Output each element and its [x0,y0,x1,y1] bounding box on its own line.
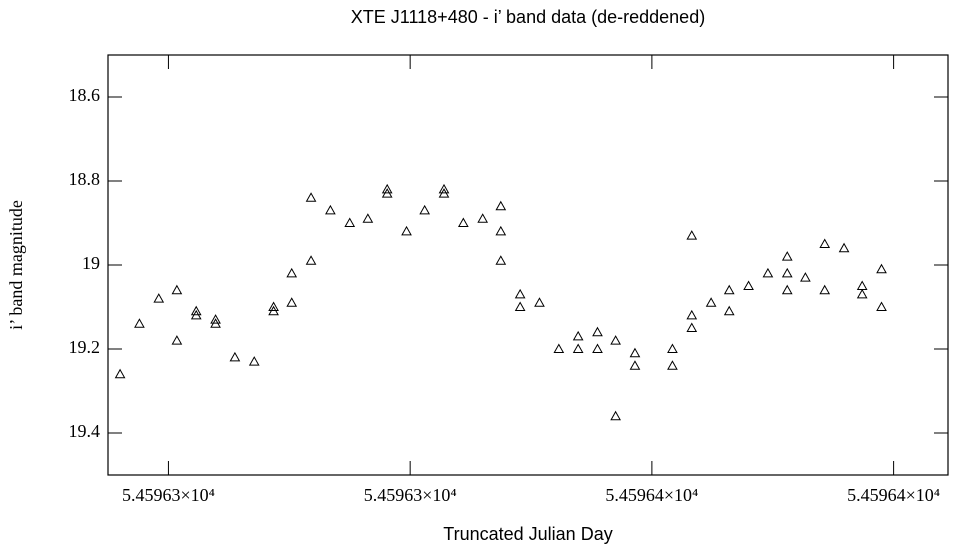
data-point [534,297,545,307]
data-point [572,343,584,353]
y-tick-label: 18.6 [69,85,101,105]
data-point [553,343,565,353]
data-point [800,272,811,282]
x-tick-label: 5.45964×10⁴ [847,485,940,505]
data-point [419,204,431,215]
data-point [229,351,241,362]
data-point [457,217,469,227]
data-point [401,225,412,236]
data-point [268,305,279,316]
data-point [305,192,317,202]
data-point [781,267,793,278]
data-point [856,280,868,290]
data-point [514,301,526,311]
data-point [876,301,887,311]
y-tick-label: 19.4 [69,421,101,441]
data-point [286,297,298,307]
data-point [153,293,165,303]
data-point [477,213,489,223]
data-point [819,284,831,295]
data-point [819,238,831,248]
data-point [438,183,450,194]
data-point [210,318,221,328]
data-point [495,200,507,211]
data-point [723,305,735,316]
data-point [344,217,356,227]
data-point [495,225,507,236]
data-point [190,305,202,316]
data-point [743,280,754,290]
data-point [876,263,887,274]
data-point [171,335,183,345]
data-point [362,213,374,223]
x-tick-label: 5.45963×10⁴ [364,485,457,505]
data-point [381,188,393,198]
data-point [762,267,774,278]
data-point [514,288,526,299]
data-point [705,297,717,307]
data-point [134,318,145,328]
data-point [667,360,678,370]
data-point [856,288,868,299]
data-point [629,360,641,370]
data-point [438,188,450,198]
data-point [610,335,621,345]
data-point [686,322,698,332]
x-axis-label: Truncated Julian Day [443,524,612,544]
data-point [495,255,507,265]
data-point [286,267,298,278]
data-point [572,330,584,341]
data-point [686,309,698,320]
y-axis-label: i’ band magnitude [6,200,26,330]
y-tick-label: 18.8 [69,169,101,189]
data-point [610,410,621,421]
data-point [667,343,678,353]
data-point [210,314,221,324]
data-point [190,309,202,320]
data-point [592,326,603,337]
data-point [781,284,793,295]
data-point [268,301,279,311]
data-point [781,251,793,261]
y-tick-label: 19 [82,253,100,273]
data-point [629,347,641,358]
data-point [592,343,603,353]
data-point [325,204,336,215]
data-point [248,356,260,366]
plot-frame [107,54,949,476]
data-point [114,368,126,379]
chart-title: XTE J1118+480 - i’ band data (de-reddene… [351,7,705,27]
data-point [381,183,393,194]
data-point [723,284,735,295]
data-point [305,255,317,265]
x-tick-label: 5.45963×10⁴ [122,485,215,505]
y-tick-label: 19.2 [69,337,101,357]
data-point [171,284,183,295]
data-point [686,230,698,240]
data-point [838,242,850,253]
x-tick-label: 5.45964×10⁴ [605,485,698,505]
